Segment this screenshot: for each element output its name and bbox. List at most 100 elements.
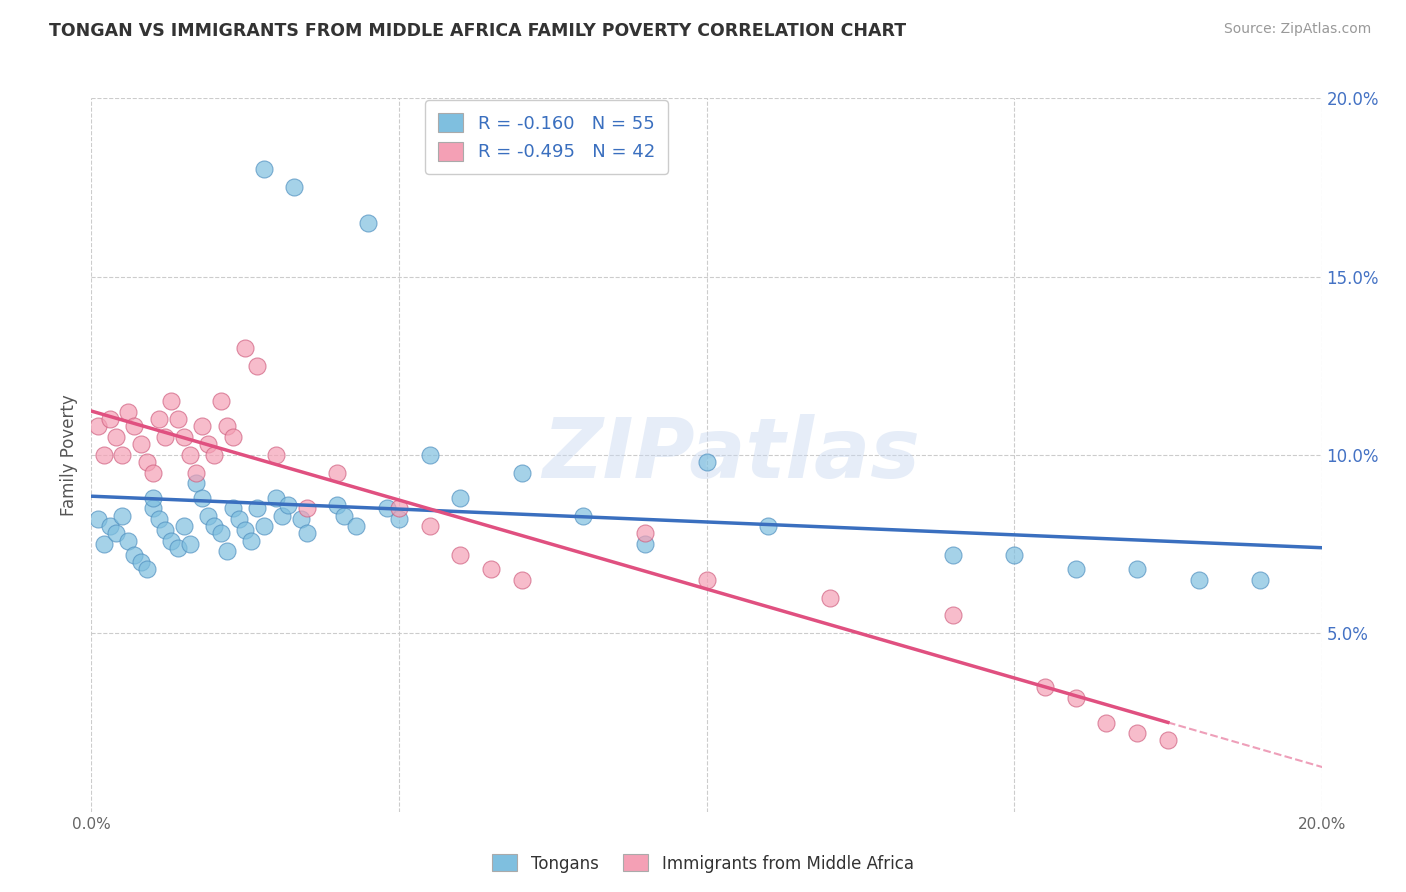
Point <box>1064 690 1087 705</box>
Point <box>129 437 152 451</box>
Point <box>449 548 471 562</box>
Point <box>388 512 411 526</box>
Point <box>111 508 134 523</box>
Point <box>510 573 533 587</box>
Point <box>191 419 214 434</box>
Point <box>148 412 170 426</box>
Point <box>184 466 207 480</box>
Point <box>111 448 134 462</box>
Point <box>419 519 441 533</box>
Point <box>1249 573 1271 587</box>
Point <box>246 359 269 373</box>
Point <box>166 412 188 426</box>
Point <box>326 498 349 512</box>
Point <box>1064 562 1087 576</box>
Point <box>295 526 318 541</box>
Point <box>572 508 595 523</box>
Point <box>1002 548 1025 562</box>
Point <box>86 419 108 434</box>
Point <box>184 476 207 491</box>
Point <box>240 533 263 548</box>
Point <box>222 430 245 444</box>
Point <box>191 491 214 505</box>
Point <box>332 508 354 523</box>
Point <box>197 437 219 451</box>
Point <box>124 419 146 434</box>
Point <box>93 537 115 551</box>
Text: TONGAN VS IMMIGRANTS FROM MIDDLE AFRICA FAMILY POVERTY CORRELATION CHART: TONGAN VS IMMIGRANTS FROM MIDDLE AFRICA … <box>49 22 907 40</box>
Point <box>264 491 287 505</box>
Point <box>246 501 269 516</box>
Point <box>98 519 121 533</box>
Point <box>117 533 139 548</box>
Point <box>129 555 152 569</box>
Point <box>818 591 841 605</box>
Point <box>264 448 287 462</box>
Y-axis label: Family Poverty: Family Poverty <box>59 394 77 516</box>
Point <box>375 501 398 516</box>
Point <box>1157 733 1180 747</box>
Point <box>98 412 121 426</box>
Point <box>153 430 177 444</box>
Point <box>1126 562 1149 576</box>
Point <box>93 448 115 462</box>
Point <box>419 448 441 462</box>
Point <box>160 394 183 409</box>
Point <box>135 562 157 576</box>
Point <box>271 508 294 523</box>
Point <box>166 541 188 555</box>
Point <box>634 537 657 551</box>
Point <box>277 498 299 512</box>
Point <box>173 519 195 533</box>
Legend: R = -0.160   N = 55, R = -0.495   N = 42: R = -0.160 N = 55, R = -0.495 N = 42 <box>426 100 668 174</box>
Point <box>173 430 195 444</box>
Point <box>1126 726 1149 740</box>
Text: Source: ZipAtlas.com: Source: ZipAtlas.com <box>1223 22 1371 37</box>
Point <box>233 523 256 537</box>
Point <box>117 405 139 419</box>
Point <box>1095 715 1118 730</box>
Point <box>942 608 965 623</box>
Point <box>105 430 127 444</box>
Text: ZIPatlas: ZIPatlas <box>543 415 920 495</box>
Point <box>197 508 219 523</box>
Point <box>449 491 471 505</box>
Point <box>357 216 380 230</box>
Point <box>209 526 232 541</box>
Point <box>510 466 533 480</box>
Point <box>142 466 165 480</box>
Point <box>202 448 225 462</box>
Point <box>1033 680 1056 694</box>
Point <box>942 548 965 562</box>
Point <box>634 526 657 541</box>
Point <box>215 419 238 434</box>
Point <box>160 533 183 548</box>
Point <box>253 519 276 533</box>
Point <box>179 448 201 462</box>
Point <box>228 512 250 526</box>
Point <box>142 501 165 516</box>
Legend: Tongans, Immigrants from Middle Africa: Tongans, Immigrants from Middle Africa <box>485 847 921 880</box>
Point <box>253 162 276 177</box>
Point <box>215 544 238 558</box>
Point <box>283 180 305 194</box>
Point <box>148 512 170 526</box>
Point <box>179 537 201 551</box>
Point <box>209 394 232 409</box>
Point <box>135 455 157 469</box>
Point <box>696 455 718 469</box>
Point <box>233 341 256 355</box>
Point <box>696 573 718 587</box>
Point <box>479 562 502 576</box>
Point <box>290 512 312 526</box>
Point <box>86 512 108 526</box>
Point <box>344 519 367 533</box>
Point <box>142 491 165 505</box>
Point <box>1187 573 1209 587</box>
Point <box>388 501 411 516</box>
Point <box>124 548 146 562</box>
Point <box>202 519 225 533</box>
Point <box>295 501 318 516</box>
Point <box>756 519 779 533</box>
Point <box>326 466 349 480</box>
